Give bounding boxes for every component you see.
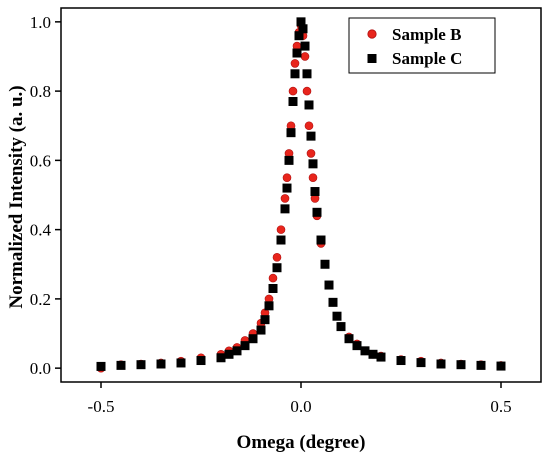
- data-point: [96, 361, 106, 371]
- data-point: [116, 360, 126, 370]
- data-point: [156, 359, 166, 369]
- data-point: [294, 31, 304, 41]
- data-point: [276, 225, 286, 234]
- data-point: [296, 17, 306, 27]
- data-point: [328, 297, 338, 307]
- y-tick-label: 0.0: [30, 359, 51, 378]
- series-layer: [96, 17, 506, 373]
- data-point: [304, 100, 314, 110]
- x-tick-label: 0.5: [490, 397, 511, 416]
- y-tick-label: 0.2: [30, 290, 51, 309]
- y-tick-label: 0.4: [30, 221, 52, 240]
- data-point: [176, 358, 186, 368]
- data-point: [306, 149, 316, 158]
- data-point: [284, 155, 294, 165]
- ticks-layer: -0.5 0.0 0.5 0.0 0.2 0.4 0.6 0.8 1.0: [30, 13, 512, 416]
- data-point: [288, 86, 298, 96]
- legend-marker-sample-c: [367, 54, 377, 63]
- data-point: [268, 284, 278, 293]
- series-sample-c: [96, 17, 506, 371]
- x-axis-title: Omega (degree): [237, 432, 366, 453]
- data-point: [352, 341, 362, 351]
- data-point: [304, 121, 314, 131]
- data-point: [292, 48, 302, 58]
- data-point: [264, 301, 274, 311]
- data-point: [290, 59, 300, 68]
- data-point: [308, 159, 318, 169]
- data-point: [496, 361, 506, 371]
- data-point: [298, 24, 308, 34]
- data-point: [282, 173, 292, 182]
- data-point: [282, 183, 292, 193]
- data-point: [308, 173, 318, 182]
- data-point: [276, 235, 286, 245]
- x-tick-label: 0.0: [290, 397, 311, 416]
- y-axis-title: Normalized Intensity (a. u.): [6, 85, 27, 308]
- data-point: [476, 360, 486, 370]
- legend-marker-sample-b: [367, 29, 377, 39]
- series-sample-b: [96, 21, 506, 373]
- data-point: [312, 207, 322, 217]
- legend-box: [348, 17, 496, 74]
- data-point: [216, 353, 226, 363]
- data-point: [320, 259, 330, 269]
- data-point: [300, 41, 310, 51]
- data-point: [302, 86, 312, 96]
- data-point: [332, 311, 342, 321]
- legend-label-sample-c: Sample C: [392, 49, 462, 68]
- data-point: [280, 204, 290, 214]
- data-point: [360, 346, 370, 356]
- data-point: [260, 315, 270, 325]
- data-point: [256, 325, 266, 335]
- data-point: [288, 97, 298, 106]
- data-point: [290, 69, 300, 79]
- data-point: [240, 341, 250, 351]
- data-point: [136, 360, 146, 370]
- data-point: [344, 334, 354, 344]
- data-point: [300, 52, 310, 61]
- y-tick-label: 1.0: [30, 13, 51, 32]
- data-point: [336, 322, 346, 332]
- legend-label-sample-b: Sample B: [392, 25, 461, 44]
- y-tick-label: 0.8: [30, 82, 51, 101]
- y-tick-label: 0.6: [30, 151, 51, 170]
- data-point: [416, 358, 426, 368]
- data-point: [376, 352, 386, 362]
- data-point: [232, 346, 242, 356]
- data-point: [248, 334, 258, 344]
- data-point: [306, 131, 316, 141]
- data-point: [436, 359, 446, 369]
- data-point: [286, 128, 296, 138]
- data-point: [196, 356, 206, 366]
- x-tick-label: -0.5: [88, 397, 115, 416]
- data-point: [316, 235, 326, 245]
- data-point: [272, 263, 282, 273]
- data-point: [224, 349, 234, 359]
- data-point: [272, 253, 282, 262]
- data-point: [324, 280, 334, 290]
- legend: Sample B Sample C: [348, 17, 496, 74]
- data-point: [280, 194, 290, 203]
- data-point: [368, 349, 378, 359]
- data-point: [396, 356, 406, 366]
- data-point: [310, 187, 320, 197]
- data-point: [268, 273, 278, 283]
- data-point: [302, 69, 312, 79]
- data-point: [456, 360, 466, 370]
